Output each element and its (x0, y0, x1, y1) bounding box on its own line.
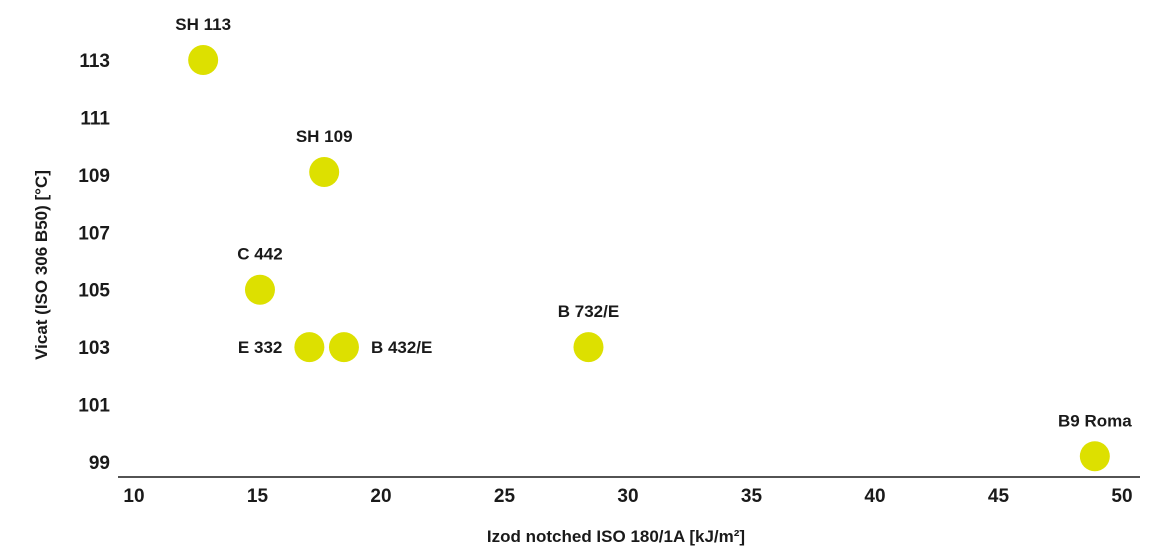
y-axis-title: Vicat (ISO 306 B50) [°C] (32, 170, 51, 360)
data-points (188, 45, 1110, 472)
data-point (328, 332, 359, 363)
point-label: SH 113 (175, 15, 231, 34)
y-tick-labels: 99 101 103 105 107 109 111 113 (78, 51, 110, 474)
point-label: B 732/E (558, 302, 619, 321)
data-point (188, 45, 219, 75)
x-tick-label: 30 (617, 486, 638, 507)
data-point (573, 332, 604, 363)
point-label: SH 109 (296, 127, 353, 146)
x-tick-label: 35 (741, 486, 763, 507)
y-tick-label: 101 (78, 396, 110, 417)
data-point (309, 156, 340, 187)
data-point (294, 332, 325, 363)
point-label: B9 Roma (1058, 411, 1132, 430)
x-tick-label: 15 (247, 486, 269, 507)
y-tick-label: 113 (79, 51, 110, 72)
data-point (244, 274, 275, 305)
y-tick-label: 109 (78, 166, 110, 187)
y-tick-label: 107 (78, 223, 110, 244)
y-tick-label: 105 (78, 281, 110, 302)
point-label: E 332 (238, 338, 282, 357)
point-label: C 442 (237, 245, 282, 264)
x-axis-title: Izod notched ISO 180/1A [kJ/m²] (487, 527, 745, 546)
x-tick-label: 40 (864, 486, 885, 507)
y-tick-label: 103 (78, 338, 110, 359)
x-tick-label: 50 (1111, 486, 1132, 507)
x-tick-label: 20 (370, 486, 391, 507)
x-tick-label: 10 (123, 486, 144, 507)
x-tick-labels: 10 15 20 25 30 35 40 45 50 (123, 486, 1132, 507)
data-point (1079, 441, 1110, 472)
point-labels: SH 113 SH 109 C 442 E 332 B 432/E B 732/E B9 R… (175, 15, 1132, 430)
point-label: B 432/E (371, 338, 432, 357)
y-tick-label: 99 (89, 453, 110, 474)
x-tick-label: 45 (988, 486, 1010, 507)
y-tick-label: 111 (80, 108, 110, 129)
x-tick-label: 25 (494, 486, 516, 507)
